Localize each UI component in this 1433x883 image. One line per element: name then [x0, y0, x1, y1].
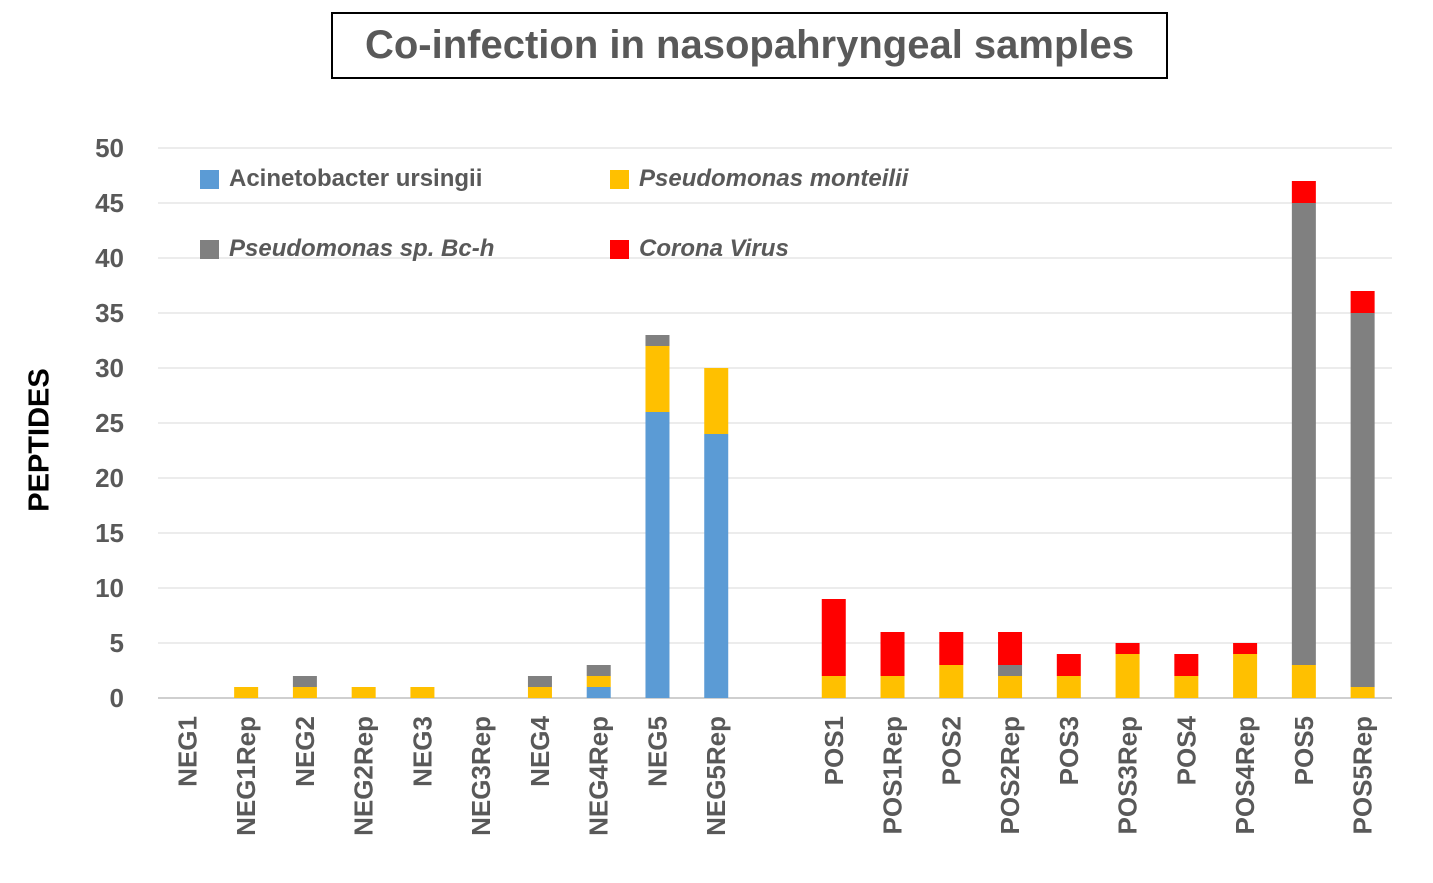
bar-segment — [939, 632, 964, 665]
bar-segment — [1350, 291, 1375, 313]
x-tick-label: NEG4 — [525, 715, 555, 786]
x-tick-label: NEG5Rep — [701, 716, 731, 836]
bar-segment — [1115, 643, 1140, 654]
x-tick-label: POS2 — [936, 716, 966, 785]
x-tick-label: NEG2Rep — [349, 716, 379, 836]
bar-segment — [1115, 654, 1140, 698]
x-tick-label: NEG3Rep — [466, 716, 496, 836]
y-tick-label: 25 — [95, 408, 124, 438]
bar-segment — [998, 665, 1023, 676]
bar-segment — [1291, 665, 1316, 698]
legend-label: Acinetobacter ursingii — [229, 165, 483, 192]
bar-segment — [704, 434, 729, 698]
chart-title-box: Co-infection in nasopahryngeal samples — [331, 12, 1168, 79]
bar-segment — [821, 676, 846, 698]
bar-segment — [1291, 181, 1316, 203]
bar-segment — [292, 687, 317, 698]
legend-item: Pseudomonas sp. Bc-h — [200, 235, 494, 263]
y-tick-label: 30 — [95, 353, 124, 383]
y-tick-label: 50 — [95, 133, 124, 163]
bar-segment — [939, 665, 964, 698]
y-tick-label: 45 — [95, 188, 124, 218]
bar-segment — [1233, 643, 1258, 654]
y-tick-label: 35 — [95, 298, 124, 328]
bar-segment — [586, 676, 611, 687]
y-tick-label: 20 — [95, 463, 124, 493]
bar-segment — [1174, 676, 1199, 698]
chart-title: Co-infection in nasopahryngeal samples — [364, 23, 1135, 67]
bar-segment — [586, 665, 611, 676]
x-tick-label: POS5Rep — [1348, 716, 1378, 835]
x-tick-label: POS1 — [819, 716, 849, 785]
bar-segment — [880, 676, 905, 698]
x-tick-label: NEG4Rep — [584, 716, 614, 836]
legend-swatch — [610, 169, 629, 189]
x-tick-label: POS1Rep — [878, 716, 908, 835]
bar-segment — [351, 687, 376, 698]
y-tick-label: 40 — [95, 243, 124, 273]
x-tick-label: NEG3 — [407, 716, 437, 787]
y-tick-label: 15 — [95, 518, 124, 548]
x-tick-label: NEG1 — [172, 716, 202, 787]
y-tick-label: 10 — [95, 573, 124, 603]
x-tick-label: POS2Rep — [995, 716, 1025, 835]
x-tick-label: POS4Rep — [1230, 716, 1260, 835]
x-tick-label: NEG1Rep — [231, 716, 261, 836]
x-tick-label: NEG2 — [290, 716, 320, 787]
bar-segment — [1291, 203, 1316, 665]
bar-segment — [586, 687, 611, 698]
bar-segment — [234, 687, 259, 698]
bar-segment — [527, 687, 552, 698]
x-tick-label: POS4 — [1171, 715, 1201, 785]
bar-segment — [1056, 676, 1081, 698]
bar-segment — [1174, 654, 1199, 676]
bar-segment — [645, 346, 670, 412]
x-tick-label: POS5 — [1289, 716, 1319, 785]
bar-segment — [410, 687, 435, 698]
legend-item: Corona Virus — [610, 235, 789, 263]
bar-segment — [1056, 654, 1081, 676]
legend-swatch — [200, 239, 219, 259]
bar-segment — [1233, 654, 1258, 698]
x-tick-label: POS3 — [1054, 716, 1084, 785]
legend-label: Pseudomonas monteilii — [639, 165, 909, 192]
legend-label: Corona Virus — [639, 235, 789, 262]
bar-segment — [1350, 687, 1375, 698]
legend-item: Pseudomonas monteilii — [610, 165, 908, 193]
bar-segment — [998, 676, 1023, 698]
bar-segment — [527, 676, 552, 687]
bar-segment — [998, 632, 1023, 665]
bar-segment — [645, 335, 670, 346]
legend-item: Acinetobacter ursingii — [200, 165, 482, 193]
y-tick-label: 5 — [110, 628, 124, 658]
y-tick-label: 0 — [110, 683, 124, 713]
legend: Acinetobacter ursingii Pseudomonas montei… — [200, 160, 1000, 280]
bar-segment — [292, 676, 317, 687]
legend-swatch — [610, 239, 629, 259]
legend-swatch — [200, 169, 219, 189]
bar-segment — [880, 632, 905, 676]
bar-segment — [821, 599, 846, 676]
legend-label: Pseudomonas sp. Bc-h — [229, 235, 495, 262]
x-tick-label: NEG5 — [642, 716, 672, 787]
x-tick-label: POS3Rep — [1113, 716, 1143, 835]
bar-segment — [645, 412, 670, 698]
bar-segment — [704, 368, 729, 434]
bar-segment — [1350, 313, 1375, 687]
